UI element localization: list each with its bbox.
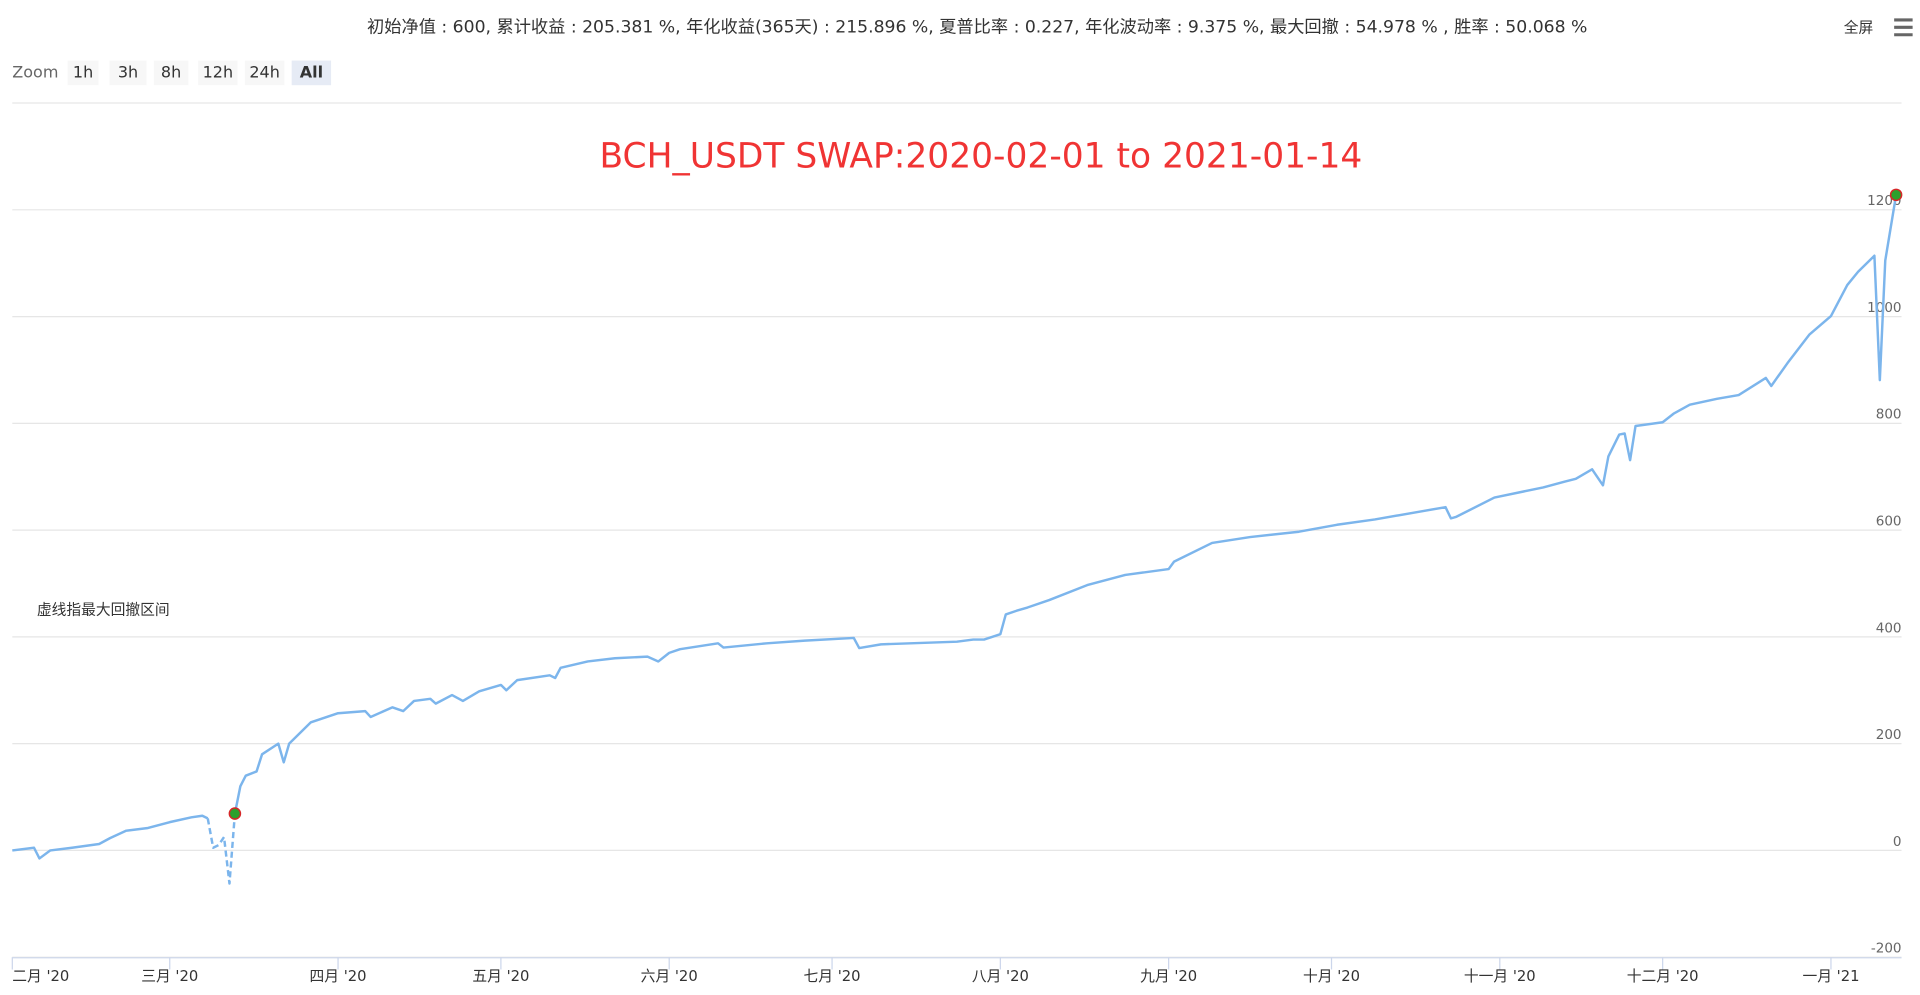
zoom-button-bg — [198, 60, 238, 86]
annotation: 虚线指最大回撤区间 — [37, 602, 170, 619]
zoom-button[interactable]: 3h — [109, 60, 147, 86]
x-tick-label: 四月 '20 — [310, 968, 367, 985]
chart-title: BCH_USDT SWAP:2020-02-01 to 2021-01-14 — [600, 136, 1363, 176]
zoom-button-label: 3h — [118, 62, 138, 81]
zoom-button[interactable]: All — [291, 60, 332, 86]
drawdown-line — [206, 813, 237, 885]
zoom-button[interactable]: 1h — [67, 60, 99, 86]
stats: 初始净值 : 600, 累计收益 : 205.381 %, 年化收益(365天)… — [367, 17, 1587, 37]
fullscreen-button[interactable]: 全屏 — [1844, 19, 1874, 37]
zoom-button-bg — [244, 60, 285, 86]
zoom-button-bg — [153, 60, 189, 86]
zoom-button-label: 1h — [73, 62, 93, 81]
equity-line — [12, 194, 1898, 860]
zoom-button-label: 8h — [161, 62, 181, 81]
zoom-button-bg — [67, 60, 99, 86]
zoom-button-label: All — [300, 62, 323, 81]
x-tick-label: 十二月 '20 — [1627, 968, 1699, 985]
x-tick-label: 十一月 '20 — [1464, 968, 1536, 985]
zoom-button-label: 24h — [249, 62, 279, 81]
zoom-label: Zoom — [12, 62, 58, 81]
x-tick-label: 七月 '20 — [804, 968, 861, 985]
zoom-button[interactable]: 8h — [153, 60, 189, 86]
x-tick-label: 一月 '21 — [1802, 968, 1859, 985]
zoom-button[interactable]: 12h — [198, 60, 238, 86]
zoom-button-bg — [109, 60, 147, 86]
x-tick-label: 五月 '20 — [472, 968, 529, 985]
y-tick-label: 800 — [1876, 407, 1902, 423]
y-tick-label: 400 — [1876, 620, 1902, 636]
x-tick-label: 二月 '20 — [12, 968, 69, 985]
zoom-button-label: 12h — [203, 62, 234, 81]
x-tick-label: 九月 '20 — [1140, 968, 1197, 985]
zoom-button[interactable]: 24h — [244, 60, 285, 86]
x-tick-label: 六月 '20 — [641, 968, 698, 985]
x-tick-label: 八月 '20 — [972, 968, 1029, 985]
zoom-button-bg — [291, 60, 332, 86]
y-tick-label: -200 — [1871, 941, 1902, 957]
menu-icon[interactable] — [1894, 18, 1913, 37]
y-tick-label: 200 — [1876, 727, 1902, 743]
drawdown-marker — [228, 807, 242, 820]
drawdown-marker — [1889, 188, 1903, 202]
y-tick-label: 0 — [1893, 834, 1902, 850]
y-tick-label: 600 — [1876, 513, 1902, 529]
x-tick-label: 三月 '20 — [141, 968, 198, 985]
x-tick-label: 十月 '20 — [1303, 968, 1360, 985]
